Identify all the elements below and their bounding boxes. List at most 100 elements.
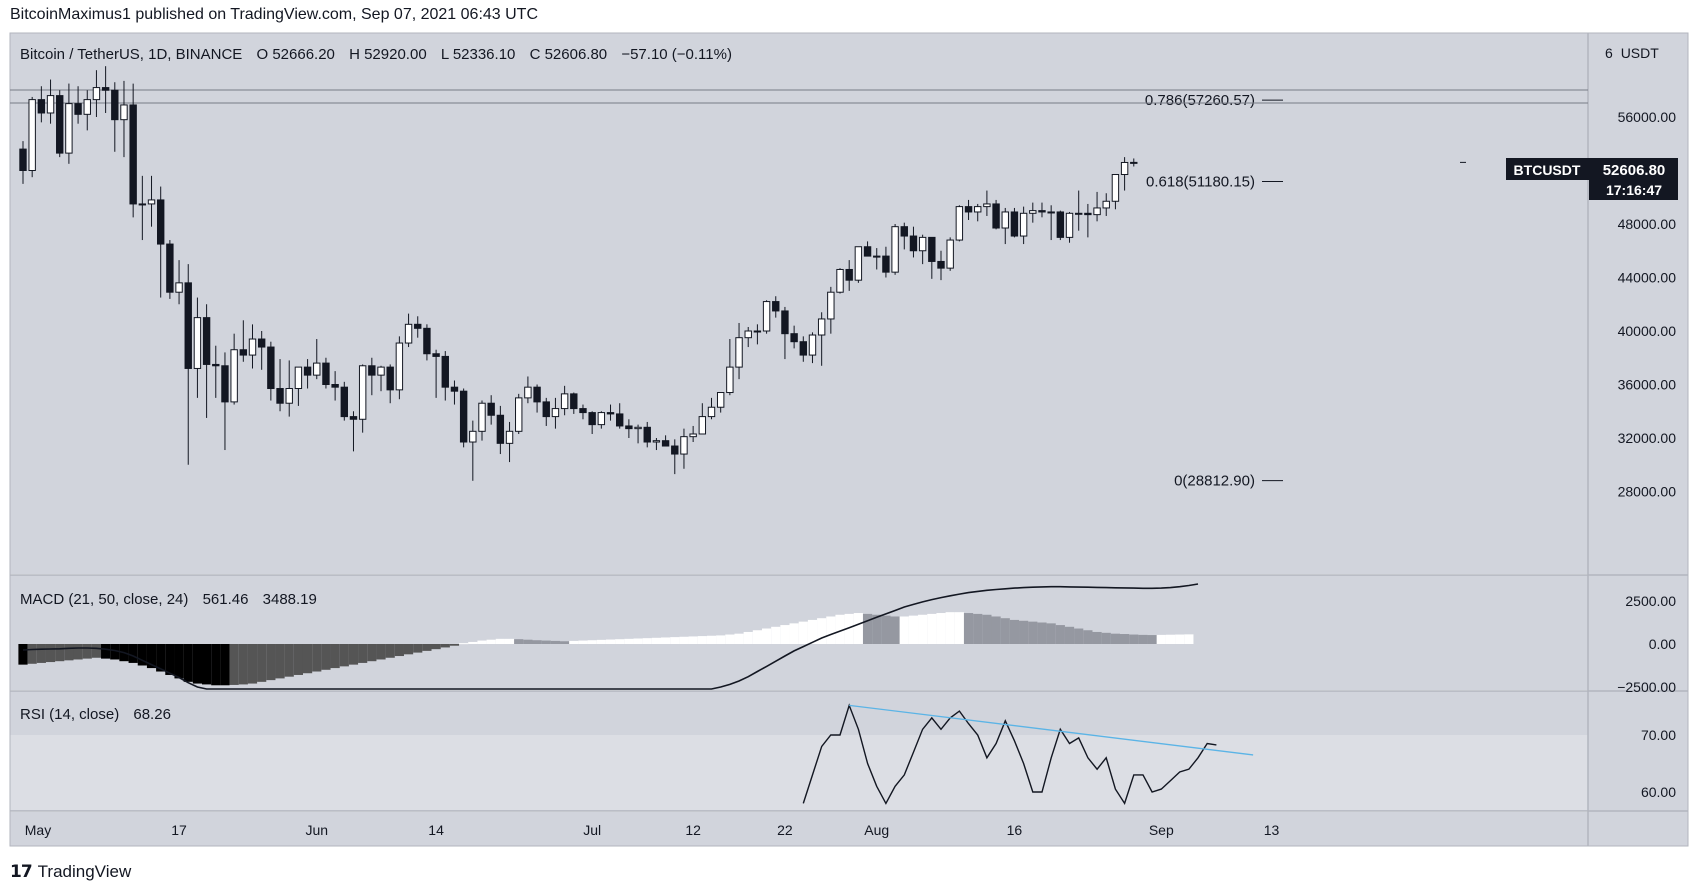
candle-body bbox=[515, 397, 523, 432]
axes: 56000.00 48000.00 44000.00 40000.00 36000.00… bbox=[25, 109, 1676, 838]
candle-body bbox=[83, 99, 91, 115]
macd-histogram-bar bbox=[596, 639, 606, 644]
price-scale-unit: 6 USDT bbox=[1605, 45, 1659, 61]
candle-body bbox=[845, 268, 853, 281]
macd-histogram-bar bbox=[1046, 623, 1056, 644]
macd-histogram-bar bbox=[275, 644, 285, 679]
candle-body bbox=[1047, 211, 1055, 214]
macd-histogram-bar bbox=[1028, 621, 1038, 644]
candle-body bbox=[928, 236, 936, 262]
time-tick-label: Jul bbox=[583, 822, 601, 838]
rsi-legend[interactable]: RSI (14, close) 68.26 bbox=[20, 706, 171, 723]
time-tick-label: 12 bbox=[685, 822, 701, 838]
time-axis-area[interactable] bbox=[10, 812, 1588, 846]
macd-histogram-bar bbox=[367, 644, 377, 662]
candle-body bbox=[1111, 174, 1120, 202]
candle-body bbox=[129, 104, 137, 205]
macd-histogram-bar bbox=[688, 636, 698, 644]
candle-body bbox=[863, 246, 872, 257]
time-tick-label: 14 bbox=[428, 822, 444, 838]
candle-body bbox=[340, 386, 349, 418]
candle-body bbox=[230, 349, 238, 403]
candle-body bbox=[56, 95, 64, 154]
last-price-tag[interactable]: BTCUSDT 52606.80 17:16:47 bbox=[1506, 158, 1678, 200]
candle-body bbox=[74, 103, 82, 115]
macd-histogram-bar bbox=[514, 639, 524, 644]
macd-histogram-bar bbox=[27, 644, 37, 664]
macd-histogram-bar bbox=[807, 619, 818, 644]
candle-body bbox=[643, 426, 651, 443]
candle-body bbox=[147, 199, 156, 205]
macd-histogram-bar bbox=[789, 623, 799, 644]
candle-body bbox=[909, 235, 918, 252]
candle-body bbox=[478, 402, 486, 432]
macd-plot bbox=[18, 583, 1199, 690]
macd-histogram-bar bbox=[156, 644, 166, 672]
macd-histogram-bar bbox=[91, 644, 102, 658]
macd-histogram-bar bbox=[477, 640, 487, 644]
macd-hist-value: 561.46 bbox=[203, 591, 249, 608]
footer-brand: TradingView bbox=[37, 862, 132, 881]
candle-body bbox=[1010, 211, 1019, 237]
macd-histogram-bar bbox=[339, 644, 349, 667]
price-scale-unit-prefix: 6 bbox=[1605, 45, 1613, 61]
legend-close: 52606.80 bbox=[545, 46, 608, 63]
candle-body bbox=[313, 362, 321, 376]
price-pane[interactable] bbox=[10, 33, 1588, 574]
candle-body bbox=[221, 365, 229, 403]
candle-body bbox=[404, 323, 413, 344]
macd-histogram-bar bbox=[504, 638, 515, 644]
rsi-tick-label: 70.00 bbox=[1641, 727, 1676, 743]
price-tick-label: 40000.00 bbox=[1618, 323, 1677, 339]
macd-histogram-bar bbox=[550, 640, 561, 644]
macd-histogram-bar bbox=[1138, 634, 1148, 644]
candle-body bbox=[753, 330, 762, 333]
macd-histogram-bar bbox=[358, 644, 368, 663]
macd-tick-label: 2500.00 bbox=[1625, 593, 1676, 609]
macd-histogram-bar bbox=[532, 640, 542, 644]
candle-body bbox=[937, 260, 945, 269]
candle-body bbox=[588, 412, 596, 426]
candle-body bbox=[1029, 210, 1037, 214]
macd-histogram-bar bbox=[899, 616, 909, 644]
macd-histogram-bar bbox=[670, 637, 680, 644]
candle-body bbox=[533, 386, 541, 403]
macd-histogram-bar bbox=[284, 644, 294, 677]
macd-tick-label: 0.00 bbox=[1649, 636, 1676, 652]
candle-body bbox=[257, 338, 266, 348]
legend-c-label: C bbox=[530, 46, 541, 63]
rsi-plot bbox=[802, 703, 1254, 806]
candle-body bbox=[386, 366, 394, 391]
macd-histogram-bar bbox=[312, 644, 322, 672]
macd-legend[interactable]: MACD (21, 50, close, 24) 561.46 3488.19 bbox=[20, 591, 317, 608]
macd-histogram-bar bbox=[651, 637, 662, 644]
candle-body bbox=[92, 87, 101, 101]
candle-body bbox=[120, 104, 128, 121]
candle-body bbox=[166, 243, 174, 293]
macd-histogram-bar bbox=[835, 614, 845, 644]
symbol-legend[interactable]: Bitcoin / TetherUS, 1D, BINANCE O 52666.… bbox=[20, 46, 732, 63]
legend-low: 52336.10 bbox=[453, 46, 516, 63]
macd-histogram-bar bbox=[1175, 634, 1185, 644]
macd-histogram-bar bbox=[578, 640, 588, 644]
macd-histogram-bar bbox=[697, 636, 707, 644]
macd-histogram-bar bbox=[64, 644, 74, 661]
candle-body bbox=[193, 317, 202, 369]
macd-histogram-bar bbox=[321, 644, 331, 670]
price-tick-label: 28000.00 bbox=[1618, 484, 1677, 500]
macd-histogram-bar bbox=[605, 639, 616, 644]
candle-body bbox=[331, 384, 339, 388]
fib-level-label: 0.786(57260.57) bbox=[1145, 92, 1255, 109]
candle-body bbox=[964, 206, 973, 213]
legend-o-label: O bbox=[256, 46, 268, 63]
macd-histogram-bar bbox=[862, 613, 873, 644]
rsi-line bbox=[802, 703, 1217, 806]
macd-histogram-bar bbox=[1129, 634, 1139, 644]
candle-body bbox=[368, 365, 376, 376]
macd-histogram-bar bbox=[927, 613, 937, 644]
macd-histogram-bar bbox=[1055, 625, 1065, 644]
macd-histogram-bar bbox=[725, 634, 735, 644]
macd-title: MACD (21, 50, close, 24) bbox=[20, 591, 188, 608]
macd-histogram-bar bbox=[826, 616, 836, 644]
